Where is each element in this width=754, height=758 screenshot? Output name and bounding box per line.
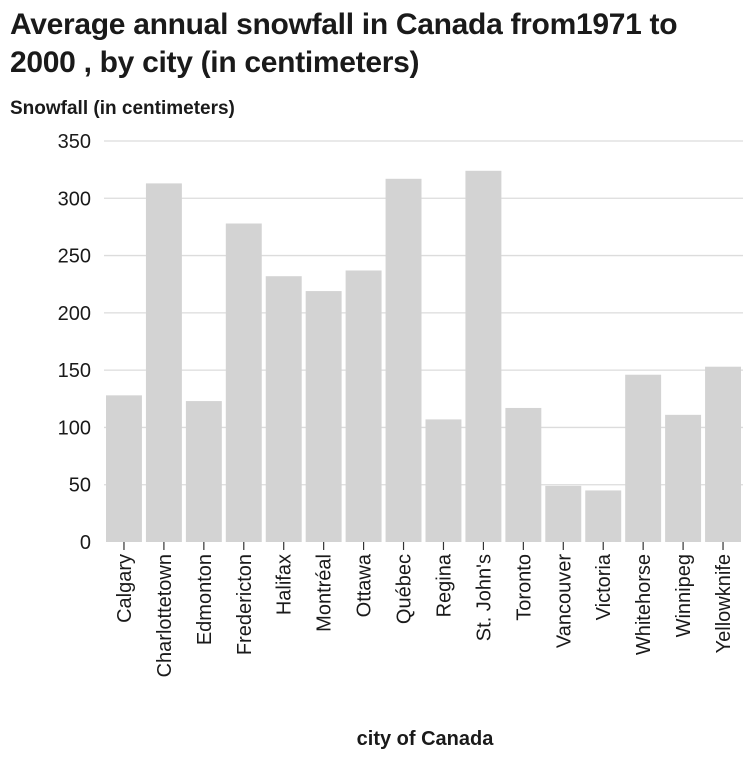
bar [465,170,502,542]
x-tick-label: Winnipeg [673,554,695,637]
x-tick-label: Toronto [513,554,535,621]
bar [106,395,142,542]
y-axis-label: Snowfall (in centimeters) [10,98,235,119]
x-tick-label: Halifax [274,554,296,615]
bar [585,490,622,542]
x-axis-ticks: Calgary Charlottetown Edmonton Fredericton H… [114,542,735,677]
y-axis-ticks: 0 50 100 150 200 250 300 350 [58,131,91,554]
y-tick-label: 300 [58,188,91,210]
x-tick-label: Fredericton [234,554,256,655]
bar [185,401,222,542]
bar [345,270,382,542]
bar [625,374,662,542]
bar [305,291,342,542]
x-tick-label: Calgary [114,554,136,623]
x-axis-label: city of Canada [357,728,495,750]
bar [145,183,182,543]
x-tick-label: Québec [394,554,416,624]
bar [505,407,542,542]
bar [265,276,302,542]
y-tick-label: 100 [58,417,91,439]
y-tick-label: 50 [69,475,91,497]
x-tick-label: Regina [433,553,455,617]
bars [106,170,741,543]
y-tick-label: 150 [58,360,91,382]
bar [425,419,462,542]
x-tick-label: Vancouver [553,554,575,648]
x-tick-label: Edmonton [194,554,216,645]
bar [705,366,741,542]
y-tick-label: 350 [58,131,91,153]
bar [225,223,262,542]
x-tick-label: Ottawa [354,553,376,617]
y-tick-label: 0 [80,532,91,554]
bar [665,414,702,542]
bar [545,485,582,542]
x-tick-label: Whitehorse [633,554,655,655]
x-tick-label: Victoria [593,553,615,620]
x-tick-label: Montréal [314,554,336,632]
y-tick-label: 200 [58,303,91,325]
y-tick-label: 250 [58,246,91,268]
bar [385,178,422,542]
x-tick-label: Charlottetown [154,554,176,677]
x-tick-label: St. John's [473,554,495,641]
chart-title: Average annual snowfall in Canada from19… [10,8,678,79]
x-tick-label: Yellowknife [713,554,735,653]
